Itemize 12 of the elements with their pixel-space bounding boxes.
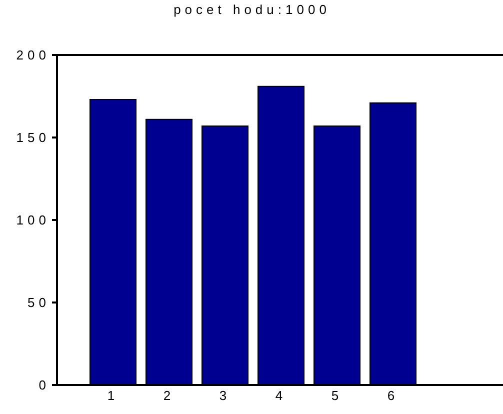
y-tick-label: 150 — [16, 130, 50, 146]
y-tick-label: 200 — [16, 48, 50, 63]
x-tick-label: 5 — [331, 388, 343, 404]
x-tick-label: 4 — [275, 388, 287, 404]
y-tick-label: 100 — [16, 212, 50, 228]
x-tick-label: 2 — [163, 388, 175, 404]
y-tick-label: 0 — [38, 378, 50, 393]
x-tick-label: 6 — [387, 388, 399, 404]
y-tick-label: 50 — [28, 295, 50, 310]
chart-title: pocet hodu:1000 — [172, 2, 332, 17]
x-tick-label: 1 — [107, 388, 119, 404]
x-tick-label: 3 — [219, 388, 231, 404]
